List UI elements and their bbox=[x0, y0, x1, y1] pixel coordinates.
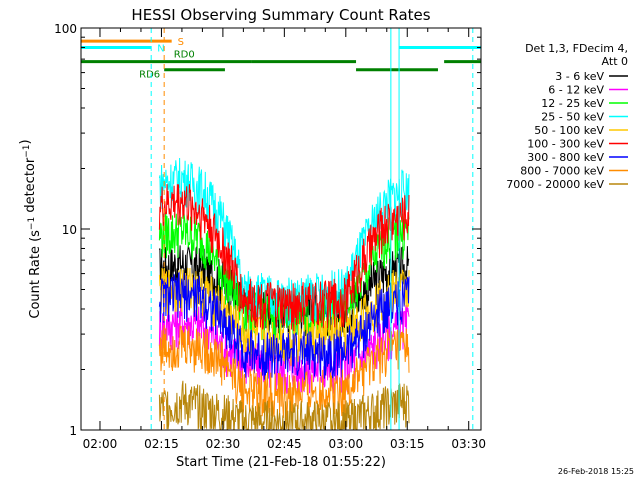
chart-title: HESSI Observing Summary Count Rates bbox=[131, 6, 430, 24]
flag-label-rd0: RD0 bbox=[174, 50, 195, 61]
x-tick-label: 03:00 bbox=[329, 437, 364, 451]
flag-label-rd6: RD6 bbox=[139, 70, 160, 81]
series-line-100-300-kev bbox=[158, 184, 410, 332]
x-axis-label: Start Time (21-Feb-18 01:55:22) bbox=[176, 455, 386, 470]
legend-entry-label: 3 - 6 keV bbox=[555, 70, 604, 83]
x-tick-label: 02:00 bbox=[83, 437, 118, 451]
legend-entry-label: 7000 - 20000 keV bbox=[506, 178, 604, 191]
legend-entry-label: 300 - 800 keV bbox=[527, 151, 604, 164]
footer-timestamp: 26-Feb-2018 15:25 bbox=[558, 467, 634, 476]
flag-label-n: N bbox=[157, 43, 164, 54]
legend-header: Det 1,3, FDecim 4, bbox=[525, 42, 628, 55]
x-tick-label: 03:30 bbox=[451, 437, 486, 451]
y-axis-label: Count Rate (s−1 detector−1) bbox=[18, 139, 43, 318]
legend-entry-label: 100 - 300 keV bbox=[527, 138, 604, 151]
legend-header: Att 0 bbox=[602, 55, 628, 68]
legend-entry-label: 6 - 12 keV bbox=[548, 84, 604, 97]
y-tick-label: 1 bbox=[69, 424, 77, 438]
legend-entry-label: 12 - 25 keV bbox=[541, 97, 604, 110]
y-tick-label: 100 bbox=[54, 22, 77, 36]
y-tick-label: 10 bbox=[62, 223, 77, 237]
flag-label-s: S bbox=[178, 37, 184, 48]
series-line-800-7000-kev bbox=[158, 325, 410, 421]
series-line-300-800-kev bbox=[158, 271, 410, 380]
x-tick-label: 02:15 bbox=[144, 437, 179, 451]
x-tick-label: 02:30 bbox=[206, 437, 241, 451]
legend-entry-label: 50 - 100 keV bbox=[534, 124, 604, 137]
x-tick-label: 03:15 bbox=[390, 437, 425, 451]
x-tick-label: 02:45 bbox=[267, 437, 302, 451]
legend-entry-label: 800 - 7000 keV bbox=[520, 165, 604, 178]
legend-entry-label: 25 - 50 keV bbox=[541, 111, 604, 124]
